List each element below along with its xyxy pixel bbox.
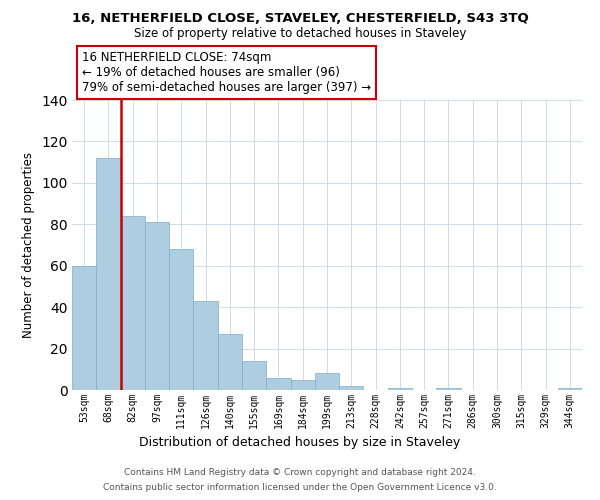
Bar	[218, 334, 242, 390]
Bar	[290, 380, 315, 390]
Bar	[242, 361, 266, 390]
Bar	[72, 266, 96, 390]
Bar	[558, 388, 582, 390]
Bar	[193, 301, 218, 390]
Text: Size of property relative to detached houses in Staveley: Size of property relative to detached ho…	[134, 28, 466, 40]
Bar	[266, 378, 290, 390]
Bar	[169, 249, 193, 390]
Text: Contains public sector information licensed under the Open Government Licence v3: Contains public sector information licen…	[103, 483, 497, 492]
Bar	[388, 388, 412, 390]
Bar	[145, 222, 169, 390]
Text: Distribution of detached houses by size in Staveley: Distribution of detached houses by size …	[139, 436, 461, 449]
Text: 16 NETHERFIELD CLOSE: 74sqm
← 19% of detached houses are smaller (96)
79% of sem: 16 NETHERFIELD CLOSE: 74sqm ← 19% of det…	[82, 51, 371, 94]
Bar	[96, 158, 121, 390]
Bar	[315, 374, 339, 390]
Bar	[436, 388, 461, 390]
Y-axis label: Number of detached properties: Number of detached properties	[22, 152, 35, 338]
Text: Contains HM Land Registry data © Crown copyright and database right 2024.: Contains HM Land Registry data © Crown c…	[124, 468, 476, 477]
Text: 16, NETHERFIELD CLOSE, STAVELEY, CHESTERFIELD, S43 3TQ: 16, NETHERFIELD CLOSE, STAVELEY, CHESTER…	[71, 12, 529, 26]
Bar	[121, 216, 145, 390]
Bar	[339, 386, 364, 390]
